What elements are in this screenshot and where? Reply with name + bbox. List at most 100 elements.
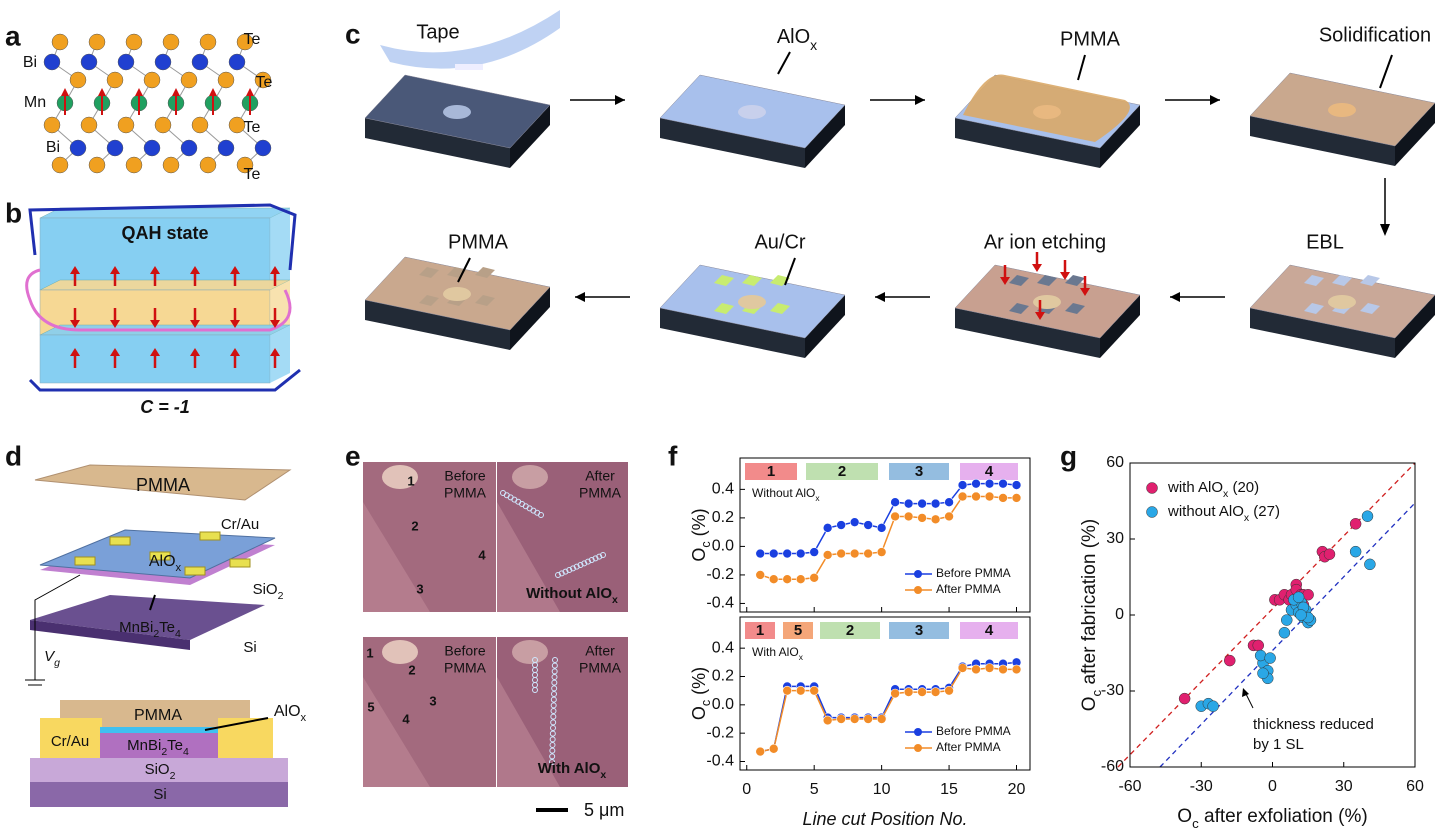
segment-label: 1 [756,622,764,639]
data-point [903,687,914,697]
chern-label: C = -1 [140,397,190,417]
layer-label: SiO2 [253,581,284,602]
flake-region [363,677,560,787]
layer-label: SiO2 [145,761,176,782]
pad [1037,275,1057,286]
line-cut-marker [562,568,569,575]
region-label: 4 [402,711,410,726]
pad [419,295,439,306]
legend-marker [1146,482,1158,494]
data-point [876,714,887,724]
layer-label-part: 2 [161,746,167,758]
flake-edge [512,465,548,489]
spin-arrow [230,266,240,274]
contact-pad [74,556,96,566]
pad [742,275,762,286]
chip-side [805,105,845,168]
flow-arrow [1380,224,1390,236]
pad [1360,303,1380,314]
data-point [1264,652,1276,664]
line-cut-marker [538,512,544,518]
data-point [1252,639,1264,652]
data-point [1295,609,1307,621]
y-tick-label: -30 [1101,682,1124,699]
data-point [1349,545,1362,558]
line-cut-marker [532,687,538,693]
flake [443,287,471,301]
line-cut-marker [581,560,588,567]
data-point [998,664,1008,675]
pointer [1077,54,1086,81]
flake [443,105,471,119]
y-axis-label-part: O [689,706,709,720]
spin-arrow [230,320,240,328]
y-axis-label-part: c [699,700,713,706]
x-tick-label: 0 [1268,778,1277,795]
photo-label: Before [444,468,485,484]
atom-label: Te [244,166,261,183]
atom [125,156,143,174]
x-axis-label-part: c [1192,816,1199,831]
pointer [784,257,796,286]
region-label: 2 [408,662,415,677]
layer-label-part: Te [159,619,175,636]
chip-front [955,118,1100,168]
spin-arrow [70,320,80,328]
spin-arrow [70,348,80,356]
data-point [1254,649,1267,662]
slab-top [39,279,291,291]
spin-arrow [110,266,120,274]
data-point [944,685,954,696]
data-point [1011,480,1022,490]
data-point [782,574,793,585]
atom [80,53,98,71]
chip-front [1250,308,1395,358]
atom-label: Te [256,74,273,91]
line-cut-marker [549,747,556,754]
spin-arrow [190,320,200,328]
atom [117,53,135,71]
data-point [890,497,900,508]
layer-label-part: 4 [183,746,189,758]
data-point [755,746,766,757]
y-axis-label-part: O [689,548,709,562]
spin-arrow [246,88,254,96]
spin-arrow [1035,312,1045,320]
x-axis-label-part: after exfoliation (%) [1199,806,1368,827]
data-point [1278,626,1291,639]
line-cut-marker [600,552,606,558]
data-point [984,663,995,673]
x-tick-label: -30 [1190,778,1213,795]
legend-label: After PMMA [936,582,1001,596]
data-point [1292,591,1305,604]
data-point [1349,518,1362,530]
x-axis-label: Oc after exfoliation (%) [1177,806,1367,831]
legend-label: After PMMA [936,740,1001,754]
layer-label-part: g [54,657,60,669]
spin-arrow [270,320,280,328]
segment-box [745,463,797,480]
data-point [971,478,981,489]
step-label-part: x [810,37,817,53]
layer-label: Si [153,786,166,803]
contact-pad [229,558,251,568]
panel-letter: a [5,20,21,51]
panel-letter: g [1060,440,1077,471]
segment-label: 2 [846,622,854,639]
photo-label: Before [444,643,485,659]
atom [199,33,217,51]
layer-label: AlOx [149,553,182,574]
data-point [822,715,833,726]
data-point [903,511,914,522]
atom [154,53,172,71]
tape-piece [455,64,483,70]
photo-label: PMMA [444,660,487,676]
legend-label-part: x [1223,488,1229,500]
layer-label: MnBi2Te4 [119,619,181,640]
pad [1304,303,1324,314]
pad [1009,303,1029,314]
atom [254,71,272,89]
legend-label-part: without AlO [1167,503,1244,520]
flow-arrow [575,292,585,302]
segment-box [889,622,949,639]
